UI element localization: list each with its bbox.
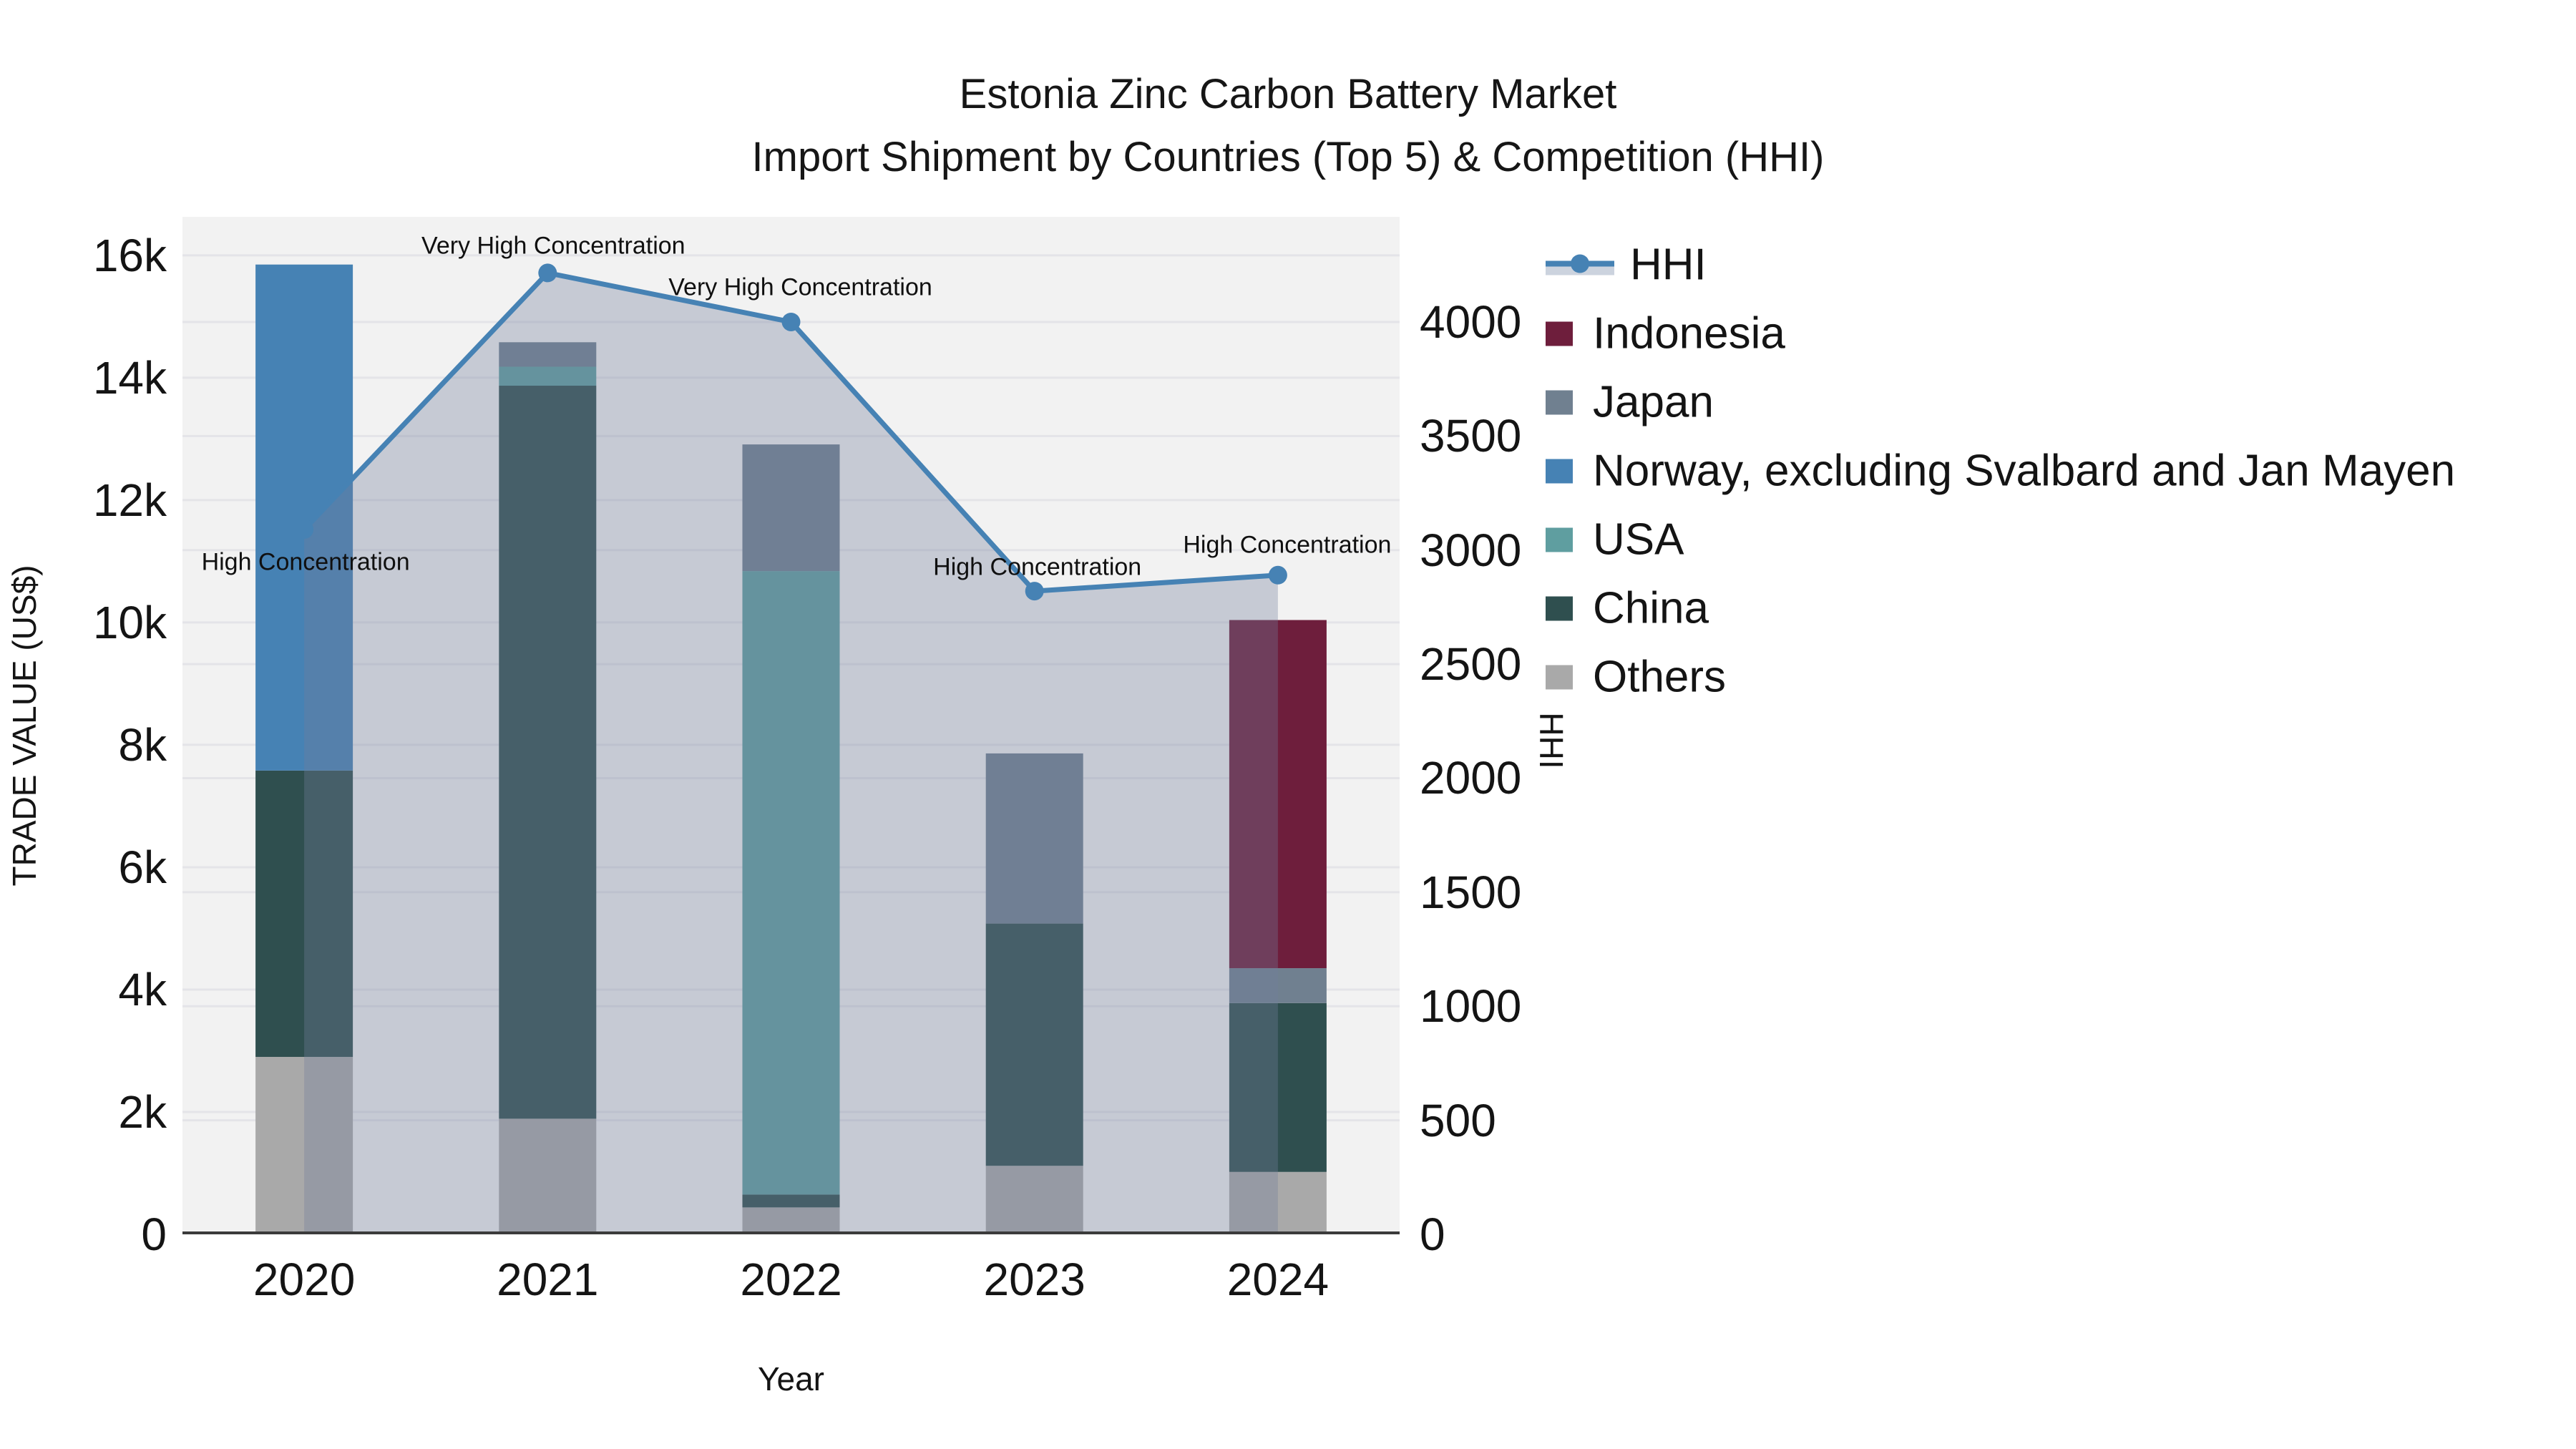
legend-item-usa[interactable]: USA [1546, 514, 1684, 565]
legend-item-japan[interactable]: Japan [1546, 377, 1714, 428]
legend-label: Indonesia [1593, 308, 1785, 358]
legend-item-others[interactable]: Others [1546, 652, 1726, 703]
y-tick-4k: 4k [118, 963, 167, 1015]
hhi-marker-2021 [538, 263, 557, 283]
right-tick-2500: 2500 [1420, 638, 1522, 691]
y-tick-6k: 6k [118, 841, 167, 893]
y-tick-12k: 12k [92, 474, 167, 526]
hhi-marker-2023 [1025, 582, 1044, 601]
bar-segment-japan [742, 444, 840, 572]
y-tick-8k: 8k [118, 718, 167, 771]
bar-segment-china [1229, 1002, 1327, 1172]
y-tick-10k: 10k [92, 596, 167, 648]
legend-swatch [1546, 596, 1573, 620]
legend-swatch [1546, 459, 1573, 483]
hhi-marker-2024 [1268, 565, 1287, 585]
legend-swatch [1546, 665, 1573, 689]
legend-label: Japan [1593, 377, 1714, 427]
bar-segment-indonesia [1229, 620, 1327, 969]
bar-2020 [255, 264, 353, 1234]
y-tick-2k: 2k [118, 1085, 167, 1138]
legend-item-norway-excluding-svalbard-and-jan-mayen[interactable]: Norway, excluding Svalbard and Jan Mayen [1546, 446, 2455, 497]
x-axis-title: Year [758, 1360, 824, 1397]
x-tick-2021: 2021 [497, 1254, 599, 1305]
hhi-area-fill [304, 273, 1278, 1234]
hhi-line-icon [1546, 250, 1614, 279]
legend-label: China [1593, 583, 1709, 633]
legend-swatch [1546, 527, 1573, 552]
bar-segment-others [255, 1057, 353, 1234]
legend-swatch [1546, 321, 1573, 346]
bar-segment-china [742, 1194, 840, 1208]
bar-2023 [985, 753, 1083, 1234]
legend-item-china[interactable]: China [1546, 583, 1709, 634]
x-tick-2020: 2020 [253, 1254, 356, 1305]
x-tick-2023: 2023 [983, 1254, 1085, 1305]
bar-segment-others [1229, 1171, 1327, 1234]
chart-title-line1: Estonia Zinc Carbon Battery Market [959, 71, 1617, 117]
bar-segment-japan [499, 342, 597, 367]
legend-label: USA [1593, 514, 1684, 565]
bar-segment-china [255, 770, 353, 1058]
bar-2021 [499, 342, 597, 1234]
right-tick-3500: 3500 [1420, 410, 1522, 462]
legend-label: Others [1593, 652, 1727, 702]
right-tick-0: 0 [1420, 1209, 1445, 1260]
hhi-marker-2022 [781, 312, 801, 331]
legend-swatch [1546, 390, 1573, 414]
annotation-2023: High Concentration [933, 553, 1142, 581]
bar-segment-usa [499, 366, 597, 386]
legend-item-hhi[interactable]: HHI [1546, 240, 1707, 291]
bar-segment-norway-excluding-svalbard-and-jan-mayen [255, 264, 353, 771]
bars-layer [255, 264, 1327, 1234]
bar-segment-others [985, 1166, 1083, 1234]
bar-segment-others [499, 1118, 597, 1234]
hhi-marker-2020 [295, 520, 314, 540]
bar-2022 [742, 444, 840, 1234]
right-tick-2000: 2000 [1420, 752, 1522, 804]
y-tick-16k: 16k [92, 229, 167, 281]
right-tick-1000: 1000 [1420, 980, 1522, 1033]
y-tick-0: 0 [141, 1209, 167, 1260]
bar-segment-japan [1229, 968, 1327, 1003]
annotation-2020: High Concentration [201, 548, 410, 576]
x-tick-2024: 2024 [1226, 1254, 1330, 1305]
chart-canvas [182, 254, 1400, 1234]
plot-area [182, 217, 1400, 1234]
annotation-2024: High Concentration [1183, 531, 1392, 559]
bar-segment-usa [742, 571, 840, 1195]
right-tick-500: 500 [1420, 1094, 1496, 1146]
right-tick-1500: 1500 [1420, 866, 1522, 918]
y-tick-14k: 14k [92, 351, 167, 404]
bar-segment-china [499, 386, 597, 1119]
annotation-2021: Very High Concentration [421, 232, 686, 260]
y-axis-title: TRADE VALUE (US$) [6, 565, 43, 887]
right-axis-title: HHI [1533, 712, 1570, 769]
bar-segment-japan [985, 753, 1083, 924]
legend-item-indonesia[interactable]: Indonesia [1546, 308, 1785, 359]
bar-2024 [1229, 620, 1327, 1234]
legend-label: HHI [1630, 240, 1707, 290]
bar-segment-china [985, 923, 1083, 1166]
chart-title-line2: Import Shipment by Countries (Top 5) & C… [751, 134, 1825, 180]
legend-label: Norway, excluding Svalbard and Jan Mayen [1593, 446, 2456, 496]
right-tick-4000: 4000 [1420, 296, 1522, 348]
bar-segment-others [742, 1207, 840, 1234]
x-tick-2022: 2022 [740, 1254, 842, 1305]
annotation-2022: Very High Concentration [668, 273, 932, 301]
right-tick-3000: 3000 [1420, 524, 1522, 576]
